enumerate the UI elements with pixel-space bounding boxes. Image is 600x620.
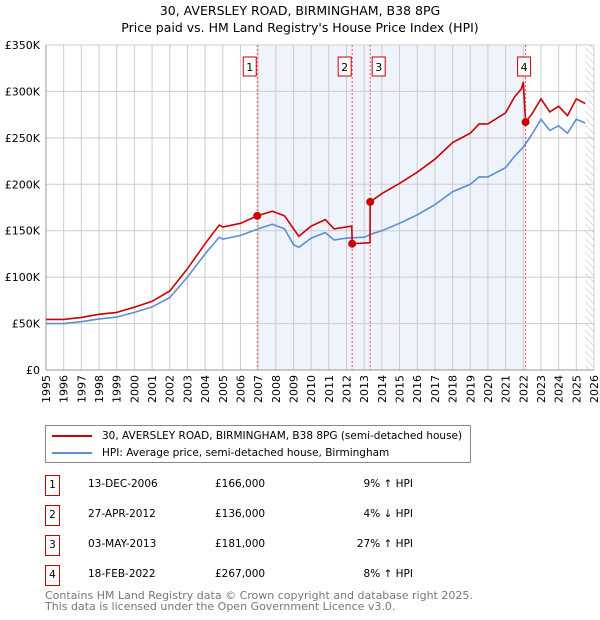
- legend: 30, AVERSLEY ROAD, BIRMINGHAM, B38 8PG (…: [45, 425, 471, 463]
- sale-label-box: [517, 56, 532, 77]
- x-tick-label: 2026: [588, 375, 600, 403]
- sale-label: 2: [341, 61, 348, 74]
- x-tick-label: 2017: [429, 375, 442, 403]
- x-tick-label: 2007: [252, 375, 265, 403]
- x-tick-label: 2016: [411, 375, 424, 403]
- transaction-row: 3 03-MAY-2013 £181,000 27% ↑ HPI: [45, 535, 465, 556]
- transaction-hpi-diff: 27% ↑ HPI: [356, 538, 413, 550]
- transaction-date: 27-APR-2012: [88, 508, 156, 520]
- x-tick-label: 2001: [146, 375, 159, 403]
- transaction-date: 13-DEC-2006: [88, 478, 158, 490]
- sale-label: 4: [521, 61, 528, 74]
- x-tick-label: 2021: [500, 375, 513, 403]
- legend-label-hpi: HPI: Average price, semi-detached house,…: [102, 447, 390, 459]
- transaction-row: 2 27-APR-2012 £136,000 4% ↓ HPI: [45, 505, 465, 526]
- transaction-hpi-diff: 8% ↑ HPI: [363, 568, 413, 580]
- x-tick-label: 2020: [482, 375, 495, 403]
- x-tick-label: 2012: [341, 375, 354, 403]
- property-price-line: [46, 81, 586, 321]
- x-tick-label: 2004: [199, 375, 212, 403]
- sale-label-box: [242, 56, 257, 77]
- x-tick-label: 2000: [128, 375, 141, 403]
- x-tick-label: 2009: [287, 375, 300, 403]
- x-tick-label: 2024: [553, 375, 566, 403]
- chart-title-line1: 30, AVERSLEY ROAD, BIRMINGHAM, B38 8PG: [159, 3, 441, 18]
- transaction-price: £136,000: [215, 508, 266, 520]
- y-tick-label: £0: [26, 364, 40, 377]
- x-tick-label: 2019: [464, 375, 477, 403]
- x-tick-label: 2022: [517, 375, 530, 403]
- transaction-price: £181,000: [215, 538, 266, 550]
- transaction-row: 4 18-FEB-2022 £267,000 8% ↑ HPI: [45, 565, 465, 586]
- x-tick-label: 2008: [270, 375, 283, 403]
- chart-title-line2: Price paid vs. HM Land Registry's House …: [121, 20, 479, 35]
- y-tick-label: £100K: [5, 271, 41, 284]
- sale-label: 1: [246, 61, 253, 74]
- x-tick-label: 2015: [394, 375, 407, 403]
- transaction-hpi-diff: 4% ↓ HPI: [363, 508, 413, 520]
- y-tick-label: £150K: [5, 225, 41, 238]
- footer-copyright: Contains HM Land Registry data © Crown c…: [45, 589, 473, 602]
- x-tick-label: 2002: [164, 375, 177, 403]
- sale-label-box: [371, 56, 386, 77]
- sale-point: [348, 239, 357, 248]
- transaction-price: £267,000: [215, 568, 266, 580]
- legend-label-property: 30, AVERSLEY ROAD, BIRMINGHAM, B38 8PG (…: [102, 430, 463, 442]
- sale-label-box: [337, 56, 352, 77]
- transaction-hpi-diff: 9% ↑ HPI: [363, 478, 413, 490]
- sale-point: [253, 211, 262, 220]
- transaction-price: £166,000: [215, 478, 266, 490]
- transaction-date: 03-MAY-2013: [88, 538, 157, 550]
- transaction-marker: 2: [45, 505, 60, 526]
- shaded-region: [257, 45, 526, 370]
- x-tick-label: 2025: [570, 375, 583, 403]
- x-tick-label: 2003: [181, 375, 194, 403]
- x-tick-label: 1998: [93, 375, 106, 403]
- transaction-marker: 3: [45, 535, 60, 556]
- sale-label: 3: [375, 61, 382, 74]
- y-tick-label: £200K: [5, 178, 41, 191]
- y-tick-label: £50K: [12, 318, 41, 331]
- transaction-marker: 4: [45, 565, 60, 586]
- x-tick-label: 2006: [234, 375, 247, 403]
- transaction-date: 18-FEB-2022: [88, 568, 156, 580]
- y-tick-label: £250K: [5, 132, 41, 145]
- sale-point: [366, 197, 375, 206]
- price-chart: 1995 1996 1997 1998 1999 2000 2001 2002 2003 2004…: [5, 39, 600, 403]
- x-tick-label: 1997: [75, 375, 88, 403]
- sale-point: [521, 118, 530, 127]
- x-tick-label: 1995: [40, 375, 53, 403]
- x-tick-label: 1999: [111, 375, 124, 403]
- x-tick-label: 2010: [305, 375, 318, 403]
- x-tick-label: 1996: [58, 375, 71, 403]
- y-tick-label: £350K: [5, 39, 41, 52]
- forecast-hatch: [585, 45, 594, 370]
- x-tick-label: 2014: [376, 375, 389, 403]
- x-tick-label: 2005: [217, 375, 230, 403]
- legend-swatch-hpi: [52, 452, 92, 454]
- x-tick-label: 2023: [535, 375, 548, 403]
- transaction-marker: 1: [45, 475, 60, 496]
- x-tick-label: 2013: [358, 375, 371, 403]
- x-tick-label: 2011: [323, 375, 336, 403]
- transaction-row: 1 13-DEC-2006 £166,000 9% ↑ HPI: [45, 475, 465, 496]
- x-tick-label: 2018: [447, 375, 460, 403]
- footer-licence: This data is licensed under the Open Gov…: [45, 600, 396, 613]
- hpi-line: [46, 117, 586, 325]
- y-tick-label: £300K: [5, 85, 41, 98]
- legend-swatch-property: [52, 435, 92, 437]
